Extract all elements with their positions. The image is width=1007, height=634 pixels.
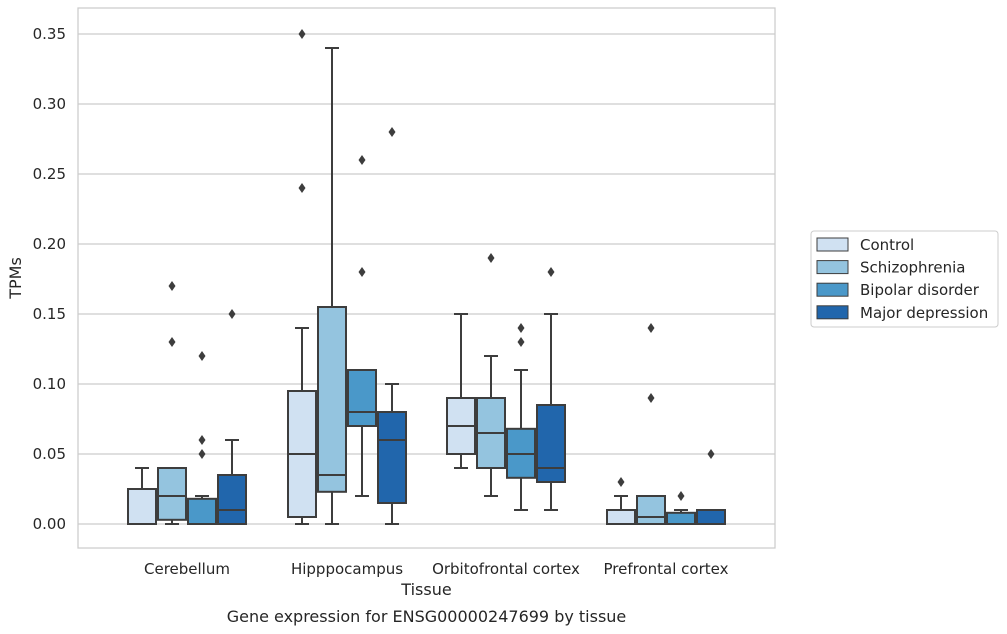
y-tick-label: 0.20 [33,235,66,253]
outlier-point [198,435,206,445]
y-tick-label: 0.10 [33,375,66,393]
box-1-3 [636,323,666,525]
legend-swatch-0 [816,237,849,252]
outlier-point [168,337,176,347]
x-tick-label: Orbitofrontal cortex [432,560,580,578]
x-tick-label: Hipppocampus [291,560,403,578]
outlier-point [547,267,555,277]
y-tick-label: 0.25 [33,165,66,183]
box-iqr [217,474,247,525]
y-tick-labels: 0.00 0.05 0.10 0.15 0.20 0.25 0.30 0.35 [33,25,66,533]
box-1-1 [317,47,347,525]
boxes-layer [127,29,726,525]
outlier-point [358,267,366,277]
outlier-point [647,323,655,333]
box-0-1 [287,29,317,525]
box-iqr [187,497,217,525]
outlier-point [517,323,525,333]
outlier-point [487,253,495,263]
box-1-0 [157,281,187,525]
outlier-point [388,127,396,137]
outlier-point [198,449,206,459]
outlier-point [617,477,625,487]
y-tick-label: 0.30 [33,95,66,113]
legend-label-0: Control [860,236,914,254]
y-tick-label: 0.15 [33,305,66,323]
box-0-0 [127,467,157,525]
x-axis-label: Tissue [400,580,451,599]
box-3-2 [536,267,566,511]
outlier-point [168,281,176,291]
outlier-point [647,393,655,403]
box-iqr [696,509,726,525]
box-iqr [536,404,566,483]
outlier-point [228,309,236,319]
box-2-2 [506,323,536,511]
outlier-point [677,491,685,501]
box-0-3 [606,477,636,525]
outlier-point [517,337,525,347]
box-3-1 [377,127,407,525]
box-1-2 [476,253,506,497]
box-0-2 [446,313,476,469]
outlier-point [707,449,715,459]
chart-caption: Gene expression for ENSG00000247699 by t… [227,607,627,626]
legend-label-1: Schizophrenia [860,259,965,277]
box-iqr [347,369,377,427]
box-iqr [157,467,187,521]
box-iqr [127,488,157,525]
outlier-point [298,29,306,39]
box-3-0 [217,309,247,525]
x-tick-label: Prefrontal cortex [604,560,729,578]
outlier-point [298,183,306,193]
y-tick-label: 0.00 [33,515,66,533]
y-tick-label: 0.35 [33,25,66,43]
box-iqr [606,509,636,525]
plot-frame [77,7,776,549]
legend: Control Schizophrenia Bipolar disorder Majo… [810,230,999,328]
x-tick-labels: Cerebellum Hipppocampus Orbitofrontal cort… [144,560,729,578]
box-3-3 [696,449,726,525]
legend-swatch-1 [816,260,849,275]
y-axis-label: TPMs [6,257,25,300]
legend-label-3: Major depression [860,304,988,322]
x-tick-label: Cerebellum [144,560,230,578]
box-iqr [317,306,347,493]
y-tick-label: 0.05 [33,445,66,463]
box-2-1 [347,155,377,497]
outlier-point [358,155,366,165]
outlier-point [198,351,206,361]
legend-frame [810,230,999,328]
box-iqr [666,511,696,525]
legend-swatch-3 [816,305,849,320]
box-iqr [377,411,407,504]
legend-label-2: Bipolar disorder [860,281,980,299]
box-2-3 [666,491,696,525]
box-2-0 [187,351,217,525]
box-iqr [636,495,666,525]
legend-swatch-2 [816,282,849,297]
